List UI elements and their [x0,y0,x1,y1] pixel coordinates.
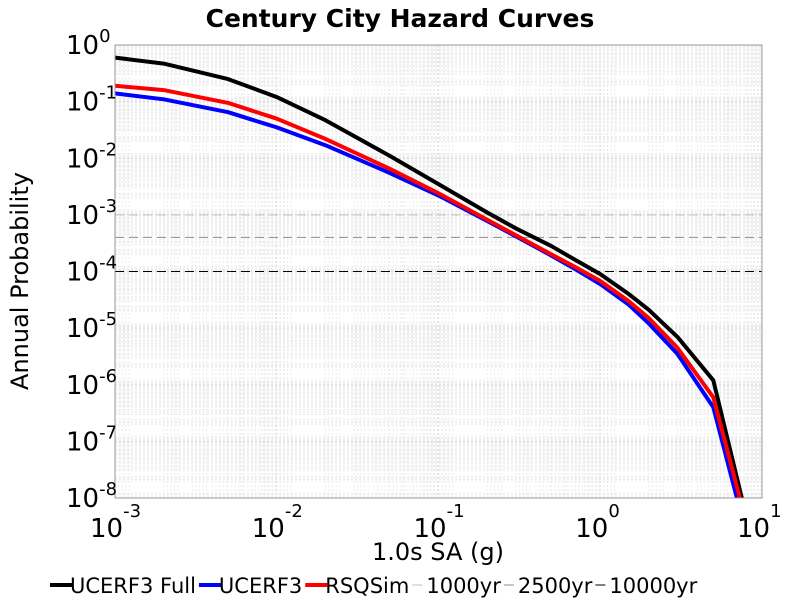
y-tick-label: 100 [66,26,111,61]
y-tick-exponent: 0 [99,26,110,47]
y-tick-label: 10-5 [66,309,117,344]
y-tick-base: 10 [66,427,99,457]
y-tick-exponent: -3 [99,196,117,217]
series-line-rsqsim [114,83,742,499]
y-tick-base: 10 [66,88,99,118]
reference-lines [115,214,762,272]
legend-label: RSQSim [325,574,409,598]
x-tick-exponent: -2 [285,501,303,522]
hazard-curves [114,55,744,499]
x-tick-base: 10 [414,514,447,544]
x-axis-label: 1.0s SA (g) [372,538,504,566]
legend-label: 2500yr [518,574,593,598]
legend: UCERF3 Full UCERF3 RSQSim 1000yr 2500yr 10000… [50,574,698,598]
y-tick-base: 10 [66,201,99,231]
y-tick-base: 10 [66,31,99,61]
y-tick-exponent: -5 [99,309,117,330]
x-tick-label: 10-2 [252,501,303,544]
x-tick-exponent: 0 [608,501,619,522]
legend-label: UCERF3 [219,574,302,598]
y-tick-label: 10-7 [66,422,117,457]
y-tick-exponent: -2 [99,139,117,160]
y-tick-exponent: -1 [99,83,117,104]
legend-label: UCERF3 Full [70,574,196,598]
x-tick-label: 10-1 [414,501,465,544]
y-tick-base: 10 [66,258,99,288]
y-axis-label: Annual Probability [6,172,34,390]
x-tick-exponent: 1 [770,501,781,522]
legend-label: 10000yr [609,574,697,598]
y-tick-base: 10 [66,371,99,401]
x-tick-exponent: -1 [447,501,465,522]
grid [115,45,763,498]
y-tick-label: 10-3 [66,196,117,231]
y-tick-base: 10 [66,314,99,344]
y-tick-label: 10-8 [66,479,117,514]
y-tick-label: 10-2 [66,139,117,174]
y-tick-exponent: -6 [99,366,117,387]
chart-title: Century City Hazard Curves [206,4,595,33]
x-tick-base: 10 [252,514,285,544]
series-line-ucerf3-full [114,55,744,499]
y-tick-exponent: -7 [99,422,117,443]
y-tick-label: 10-4 [66,253,117,288]
x-tick-exponent: -3 [123,501,141,522]
x-tick-label: 101 [737,501,782,544]
y-tick-exponent: -8 [99,479,117,500]
x-tick-label: 10-3 [90,501,141,544]
plot-border [114,44,763,499]
x-tick-base: 10 [737,514,770,544]
x-tick-base: 10 [575,514,608,544]
y-tick-base: 10 [66,144,99,174]
legend-label: 1000yr [426,574,501,598]
y-tick-base: 10 [66,484,99,514]
y-tick-label: 10-1 [66,83,117,118]
x-tick-label: 100 [575,501,620,544]
x-tick-base: 10 [90,514,123,544]
y-tick-exponent: -4 [99,253,117,274]
y-tick-label: 10-6 [66,366,117,401]
